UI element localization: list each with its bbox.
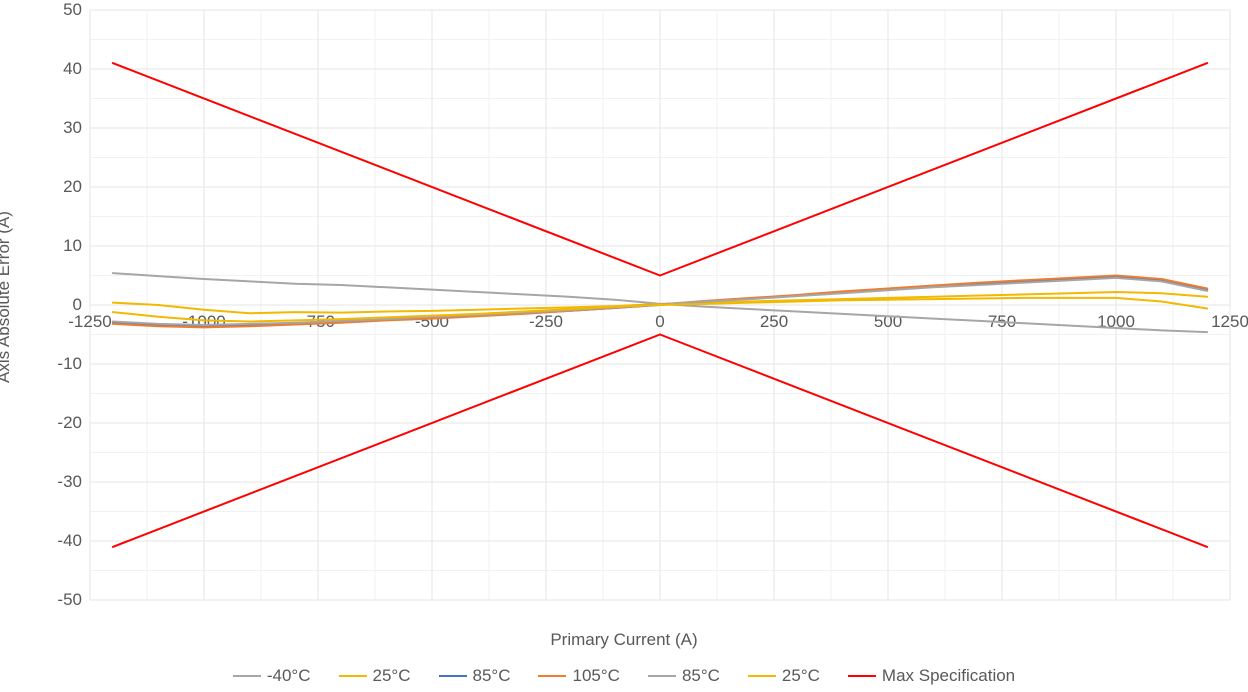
legend-swatch bbox=[233, 675, 261, 677]
legend-item: 85°C bbox=[648, 666, 720, 686]
legend-label: 85°C bbox=[682, 666, 720, 686]
legend-item: 25°C bbox=[339, 666, 411, 686]
legend-item: Max Specification bbox=[848, 666, 1015, 686]
legend-label: 25°C bbox=[373, 666, 411, 686]
svg-text:10: 10 bbox=[63, 236, 82, 255]
svg-text:-50: -50 bbox=[57, 590, 82, 609]
legend: -40°C 25°C 85°C 105°C 85°C 25°C Max Specificat… bbox=[0, 666, 1248, 686]
svg-text:-40: -40 bbox=[57, 531, 82, 550]
svg-text:20: 20 bbox=[63, 177, 82, 196]
legend-label: 25°C bbox=[782, 666, 820, 686]
legend-label: 85°C bbox=[473, 666, 511, 686]
legend-item: 25°C bbox=[748, 666, 820, 686]
legend-swatch bbox=[648, 675, 676, 677]
legend-swatch bbox=[339, 675, 367, 677]
x-axis-label: Primary Current (A) bbox=[0, 630, 1248, 650]
legend-label: Max Specification bbox=[882, 666, 1015, 686]
svg-text:-20: -20 bbox=[57, 413, 82, 432]
legend-label: -40°C bbox=[267, 666, 311, 686]
svg-text:250: 250 bbox=[760, 312, 788, 331]
legend-item: 85°C bbox=[439, 666, 511, 686]
legend-item: 105°C bbox=[538, 666, 619, 686]
svg-text:-1250: -1250 bbox=[68, 312, 111, 331]
line-chart: -50-40-30-20-1001020304050-1250-1000-750… bbox=[0, 0, 1248, 692]
svg-text:0: 0 bbox=[655, 312, 664, 331]
legend-swatch bbox=[439, 675, 467, 677]
y-axis-label: Axis Absolute Error (A) bbox=[0, 211, 14, 383]
legend-label: 105°C bbox=[572, 666, 619, 686]
legend-swatch bbox=[748, 675, 776, 677]
svg-text:-10: -10 bbox=[57, 354, 82, 373]
svg-text:50: 50 bbox=[63, 0, 82, 19]
svg-text:1250: 1250 bbox=[1211, 312, 1248, 331]
svg-text:30: 30 bbox=[63, 118, 82, 137]
legend-item: -40°C bbox=[233, 666, 311, 686]
svg-text:40: 40 bbox=[63, 59, 82, 78]
legend-swatch bbox=[848, 675, 876, 677]
legend-swatch bbox=[538, 675, 566, 677]
svg-text:-30: -30 bbox=[57, 472, 82, 491]
chart-container: -50-40-30-20-1001020304050-1250-1000-750… bbox=[0, 0, 1248, 692]
svg-text:-250: -250 bbox=[529, 312, 563, 331]
